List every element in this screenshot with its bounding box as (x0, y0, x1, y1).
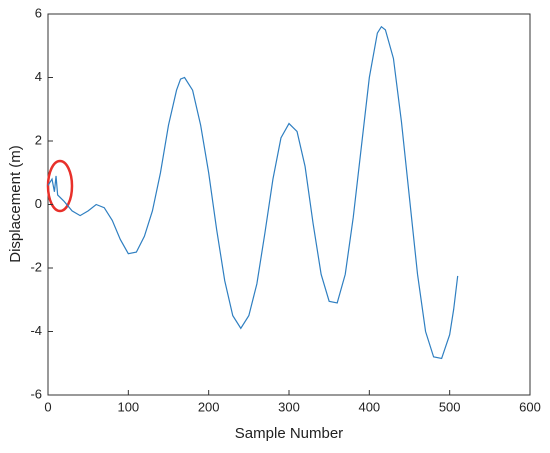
y-tick-label: 0 (35, 196, 42, 211)
y-tick-label: -2 (30, 259, 42, 274)
y-axis-label: Displacement (m) (7, 145, 24, 263)
x-tick-label: 0 (44, 399, 51, 414)
x-tick-label: 500 (439, 399, 461, 414)
y-tick-label: 6 (35, 5, 42, 20)
y-tick-label: -6 (30, 386, 42, 401)
y-tick-label: 2 (35, 132, 42, 147)
x-axis-label: Sample Number (235, 425, 343, 442)
data-line (47, 25, 459, 360)
plot-area (47, 13, 531, 396)
highlight-ellipse (46, 159, 74, 213)
y-tick-label: -4 (30, 323, 42, 338)
x-tick-label: 100 (117, 399, 139, 414)
x-tick-label: 600 (519, 399, 541, 414)
x-tick-label: 200 (198, 399, 220, 414)
x-tick-label: 300 (278, 399, 300, 414)
x-tick-label: 400 (358, 399, 380, 414)
y-tick-label: 4 (35, 69, 42, 84)
